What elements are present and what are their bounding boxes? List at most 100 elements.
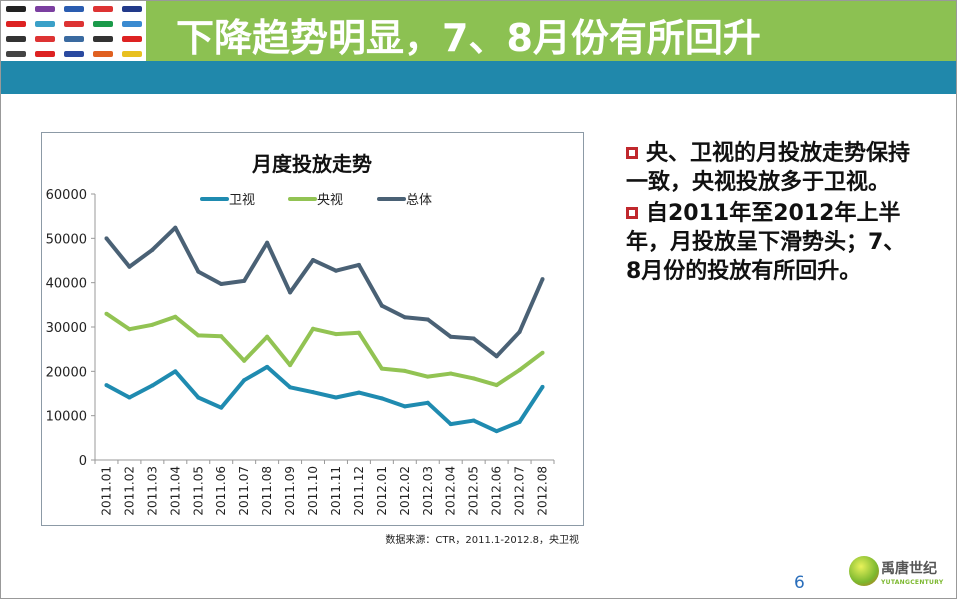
data-point (311, 258, 316, 263)
x-tick-label: 2012.08 (536, 466, 550, 516)
x-tick-label: 2012.04 (444, 466, 458, 516)
data-point (471, 376, 476, 381)
series-line-1 (105, 312, 544, 388)
x-tick-label: 2011.03 (145, 466, 159, 516)
data-point (402, 404, 407, 409)
x-tick-label: 2011.09 (283, 466, 297, 516)
data-point (448, 334, 453, 339)
sponsor-logo-icon (34, 5, 55, 12)
data-point (265, 364, 270, 369)
sponsor-logo-icon (92, 50, 113, 57)
data-point (425, 317, 430, 322)
x-tick-label: 2012.05 (467, 466, 481, 516)
data-point (333, 268, 338, 273)
y-tick-label: 40000 (46, 277, 87, 292)
sponsor-logo-icon (5, 35, 26, 42)
page-title: 下降趋势明显，7、8月份有所回升 (176, 16, 761, 60)
sponsor-logo-icon (121, 20, 142, 27)
data-point (173, 369, 178, 374)
data-point (333, 395, 338, 400)
sponsor-logo-icon (121, 35, 142, 42)
sponsor-logo-icon (121, 5, 142, 12)
data-point (219, 281, 224, 286)
x-tick-label: 2011.08 (260, 466, 274, 516)
data-point (265, 240, 270, 245)
y-tick-label: 0 (79, 454, 87, 469)
data-point (540, 277, 545, 282)
data-point (127, 327, 132, 332)
brand-name-en: YUTANGCENTURY (881, 579, 944, 586)
x-tick-label: 2011.06 (214, 466, 228, 516)
data-point (127, 395, 132, 400)
y-tick-label: 50000 (46, 232, 87, 247)
data-point (196, 395, 201, 400)
bullet-item: 央、卫视的月投放走势保持一致，央视投放多于卫视。 (626, 139, 916, 197)
data-point (242, 358, 247, 363)
sponsor-logo-icon (121, 50, 142, 57)
bullet-text: 自2011年至2012年上半年，月投放呈下滑势头；7、8月份的投放有所回升。 (626, 201, 906, 284)
sponsor-logo-icon (63, 50, 84, 57)
data-point (379, 366, 384, 371)
data-point (150, 322, 155, 327)
square-bullet-icon (626, 147, 638, 159)
x-tick-label: 2011.04 (168, 466, 182, 516)
data-point (517, 419, 522, 424)
legend-label: 总体 (406, 193, 432, 208)
sponsor-logo-icon (34, 35, 55, 42)
x-tick-label: 2011.05 (191, 466, 205, 516)
line-chart: 月度投放走势 0 10000 20000 30000 40000 50000 60000 201… (46, 152, 555, 516)
x-tick-label: 2012.01 (375, 466, 389, 516)
x-tick-label: 2011.12 (352, 466, 366, 516)
brand-logo: 禹唐世纪 YUTANGCENTURY (849, 554, 944, 594)
sponsor-logo-icon (63, 5, 84, 12)
data-point (242, 278, 247, 283)
x-tick-label: 2012.03 (421, 466, 435, 516)
data-point (288, 290, 293, 295)
data-point (471, 336, 476, 341)
legend-label: 央视 (317, 193, 343, 208)
bullet-item: 自2011年至2012年上半年，月投放呈下滑势头；7、8月份的投放有所回升。 (626, 199, 916, 286)
data-point (379, 303, 384, 308)
y-tick-label: 10000 (46, 410, 87, 425)
y-tick-label: 30000 (46, 321, 87, 336)
x-tick-label: 2012.06 (490, 466, 504, 516)
x-tick-label: 2011.01 (99, 466, 113, 516)
sponsor-logo-icon (5, 5, 26, 12)
data-point (288, 363, 293, 368)
data-point (356, 330, 361, 335)
sponsor-logo-icon (92, 20, 113, 27)
data-point (288, 385, 293, 390)
chart-title: 月度投放走势 (251, 152, 372, 176)
data-point (356, 262, 361, 267)
page-number: 6 (794, 573, 805, 593)
sponsor-logo-icon (5, 20, 26, 27)
data-point (517, 329, 522, 334)
data-point (425, 400, 430, 405)
x-tick-label: 2011.02 (122, 466, 136, 516)
data-point (333, 332, 338, 337)
x-tick-label: 2011.07 (237, 466, 251, 516)
data-point (150, 247, 155, 252)
x-tick-label: 2011.10 (306, 466, 320, 516)
sponsor-logo-icon (63, 35, 84, 42)
data-point (311, 390, 316, 395)
data-point (517, 368, 522, 373)
logo-ball-icon (849, 556, 879, 586)
data-point (448, 422, 453, 427)
data-point (540, 350, 545, 355)
data-point (356, 390, 361, 395)
data-source: 数据来源：CTR，2011.1-2012.8，央卫视 (385, 535, 579, 546)
sponsor-logos (1, 1, 146, 61)
data-point (242, 378, 247, 383)
data-point (196, 333, 201, 338)
data-point (540, 384, 545, 389)
data-point (494, 383, 499, 388)
x-tick-label: 2011.11 (329, 466, 343, 516)
data-point (150, 383, 155, 388)
series-line-2 (104, 225, 545, 359)
brand-name: 禹唐世纪 (881, 561, 937, 577)
y-tick-label: 60000 (46, 188, 87, 203)
data-point (173, 225, 178, 230)
y-tick-label: 20000 (46, 365, 87, 380)
